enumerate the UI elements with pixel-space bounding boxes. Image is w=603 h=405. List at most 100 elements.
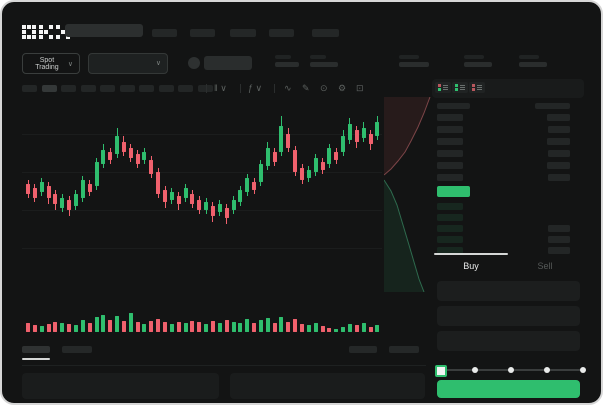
candle-body	[46, 186, 51, 198]
market-type-label: Spot Trading	[35, 56, 59, 71]
logo-pixel	[49, 25, 53, 29]
pair-dropdown[interactable]: ∨	[88, 53, 168, 74]
slider-stop[interactable]	[508, 367, 514, 373]
nav-item-5[interactable]	[312, 29, 339, 37]
candle-body	[361, 128, 366, 138]
timeframe-button-9[interactable]	[178, 85, 193, 92]
chart-gridline	[22, 248, 382, 249]
search-input[interactable]	[65, 24, 143, 37]
icon-line	[477, 89, 482, 90]
volume-bar	[272, 323, 277, 332]
orderbook-bids-icon[interactable]	[452, 82, 468, 93]
timeframe-button-7[interactable]	[139, 85, 154, 92]
ask-row-price[interactable]	[437, 162, 463, 169]
last-price-bar	[437, 186, 470, 197]
candle-body	[334, 152, 339, 160]
volume-bar	[176, 322, 181, 332]
timeframe-button-5[interactable]	[100, 85, 115, 92]
icon-square	[472, 88, 475, 91]
volume-bar	[334, 329, 339, 332]
timeframe-button-10[interactable]	[197, 85, 213, 92]
orderbook-both-icon[interactable]	[435, 82, 451, 93]
order-input-field-2[interactable]	[437, 306, 580, 326]
slider-stop[interactable]	[472, 367, 478, 373]
logo-pixel	[61, 30, 65, 34]
okx-logo[interactable]	[22, 25, 70, 39]
bottom-tab-right-2[interactable]	[389, 346, 419, 353]
line-tool-icon[interactable]: ∿	[284, 83, 292, 93]
volume-bar	[73, 325, 78, 332]
candle-body	[252, 182, 257, 190]
candle-body	[73, 194, 78, 206]
timeframe-button-1[interactable]	[22, 85, 37, 92]
bid-row-price[interactable]	[437, 203, 463, 210]
slider-stop[interactable]	[544, 367, 550, 373]
candle-style-icon[interactable]: ‖ ∨	[214, 83, 227, 93]
icon-lines	[460, 85, 465, 90]
settings-icon[interactable]: ⚙	[338, 83, 347, 93]
ask-row-price[interactable]	[437, 138, 463, 145]
timeframe-button-3[interactable]	[61, 85, 76, 92]
bottom-tab-left-2[interactable]	[62, 346, 92, 353]
fullscreen-icon[interactable]: ⊡	[356, 83, 364, 93]
slider-stop[interactable]	[580, 367, 586, 373]
nav-item-3[interactable]	[230, 29, 256, 37]
volume-bar	[197, 322, 202, 332]
volume-bar	[135, 322, 140, 332]
depth-chart[interactable]	[384, 97, 432, 292]
ask-row-price[interactable]	[437, 150, 463, 157]
timeframe-button-4[interactable]	[80, 85, 96, 92]
icon-square	[455, 88, 458, 91]
volume-bar	[169, 324, 174, 332]
slider-handle[interactable]	[435, 365, 447, 377]
timeframe-button-6[interactable]	[119, 85, 135, 92]
buy-submit-button[interactable]	[437, 380, 580, 398]
volume-bar	[341, 327, 346, 332]
candle-body	[217, 204, 222, 212]
draw-tool-icon[interactable]: ✎	[302, 83, 310, 93]
nav-item-4[interactable]	[269, 29, 294, 37]
volume-bar	[327, 328, 332, 332]
volume-bar	[46, 324, 51, 332]
volume-bar	[204, 324, 209, 332]
ob-col-amount-header	[535, 103, 570, 109]
ask-row-price[interactable]	[437, 126, 463, 133]
nav-item-1[interactable]	[152, 29, 177, 37]
timeframe-button-8[interactable]	[158, 85, 174, 92]
bid-row-price[interactable]	[437, 214, 463, 221]
icon-line	[477, 85, 482, 86]
bottom-tab-underline	[22, 358, 50, 360]
nav-item-2[interactable]	[190, 29, 215, 37]
bid-row-price[interactable]	[437, 247, 463, 254]
chart-gridline	[22, 172, 382, 173]
bottom-tab-left-1[interactable]	[22, 346, 50, 353]
volume-bar	[101, 315, 106, 332]
volume-bar	[245, 319, 250, 332]
logo-pixel	[32, 30, 36, 34]
timeframe-button-2[interactable]	[41, 85, 57, 92]
ticker-stat-value-5	[519, 62, 547, 67]
volume-bar	[121, 321, 126, 332]
order-input-field-1[interactable]	[437, 281, 580, 301]
icon-line	[443, 89, 448, 90]
candle-body	[354, 130, 359, 142]
logo-pixel	[56, 35, 60, 39]
indicators-icon[interactable]: ƒ ∨	[248, 83, 263, 93]
candle-body	[128, 148, 133, 158]
market-type-dropdown[interactable]: Spot Trading ∨	[22, 53, 80, 74]
tab-sell[interactable]: Sell	[537, 261, 553, 271]
bid-row-price[interactable]	[437, 225, 463, 232]
ask-row-price[interactable]	[437, 114, 463, 121]
candle-body	[108, 152, 113, 160]
logo-pixel	[27, 25, 31, 29]
tab-buy[interactable]: Buy	[463, 261, 479, 271]
candle-body	[286, 134, 291, 148]
bottom-tab-right-1[interactable]	[349, 346, 377, 353]
ask-row-price[interactable]	[437, 174, 463, 181]
active-tab-indicator	[434, 253, 508, 255]
screenshot-icon[interactable]: ⊙	[320, 83, 328, 93]
orderbook-asks-icon[interactable]	[469, 82, 485, 93]
order-input-field-3[interactable]	[437, 331, 580, 351]
bid-row-amount	[548, 247, 570, 254]
bid-row-price[interactable]	[437, 236, 463, 243]
